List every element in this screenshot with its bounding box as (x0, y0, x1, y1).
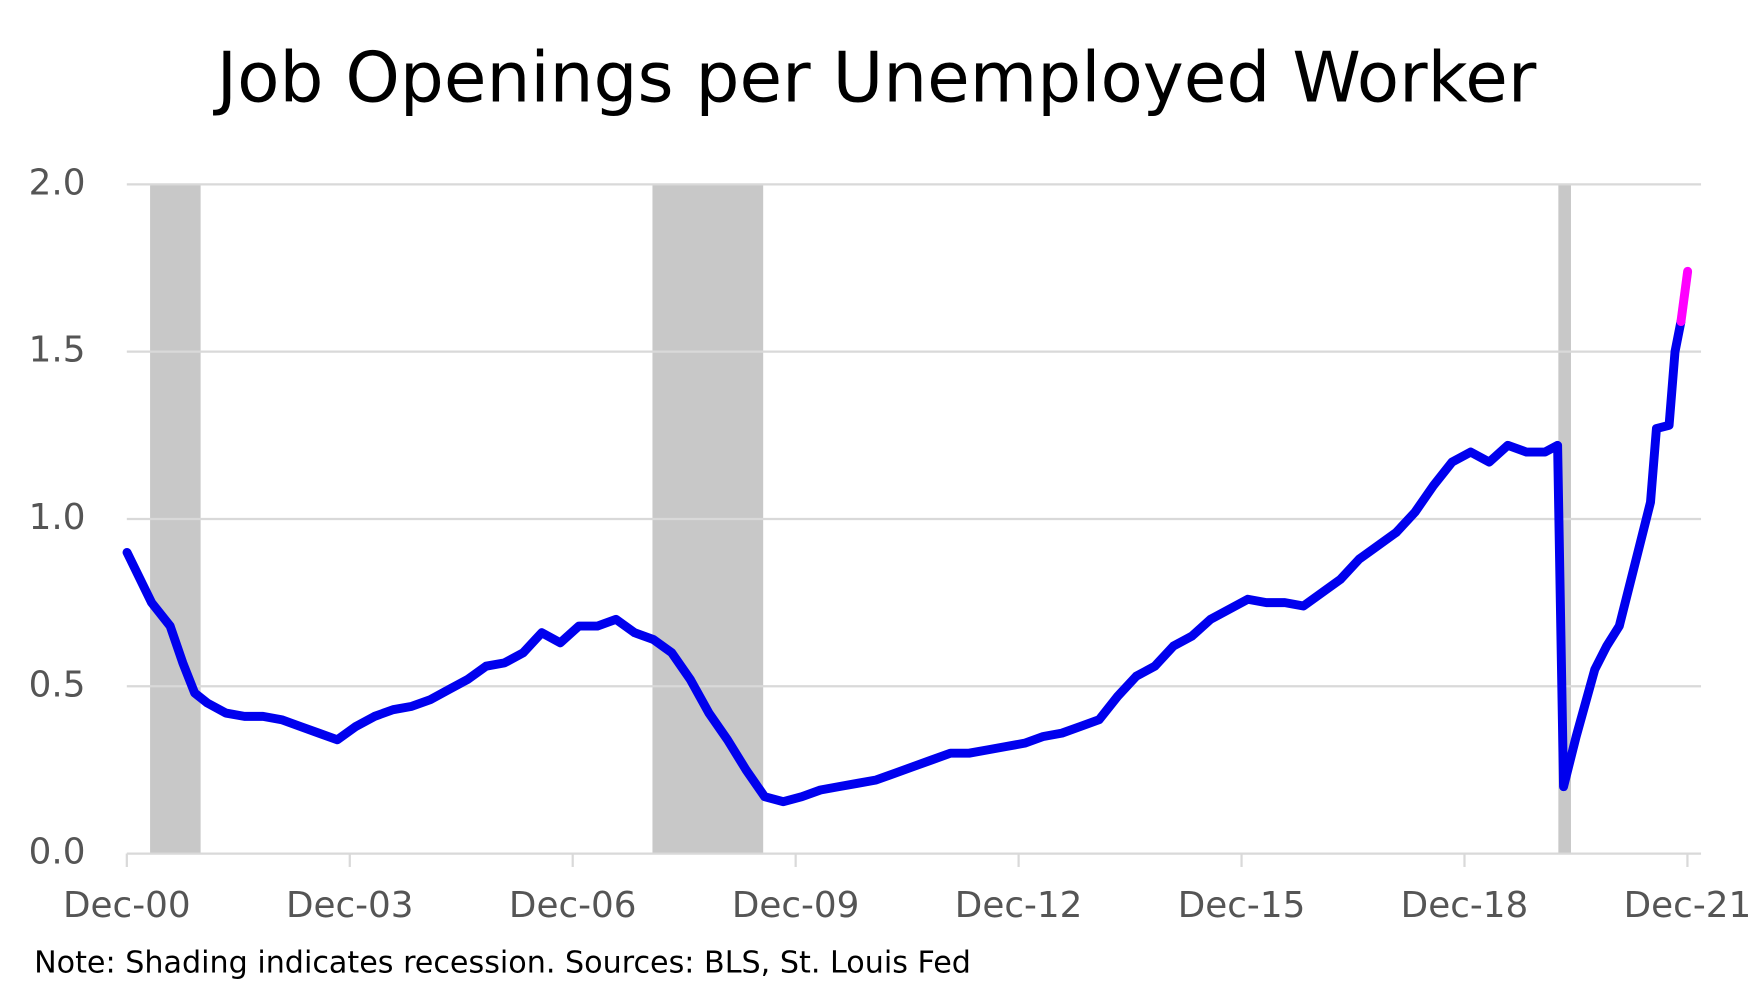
y-tick-label: 2.0 (29, 162, 86, 203)
series-line (1676, 266, 1693, 327)
note: Note: Shading indicates recession. Sourc… (34, 946, 971, 981)
x-tick-label: Dec-21 (1624, 885, 1752, 926)
x-tick-label: Dec-06 (509, 885, 637, 926)
y-tick-label: 0.5 (29, 664, 86, 705)
chart-title: Job Openings per Unemployed Worker (213, 39, 1537, 119)
x-tick-label: Dec-09 (732, 885, 860, 926)
x-tick-label: Dec-18 (1401, 885, 1529, 926)
y-tick-label: 0.0 (29, 832, 86, 873)
series-line (122, 317, 1686, 807)
x-tick-label: Dec-00 (63, 885, 191, 926)
y-tick-label: 1.5 (29, 330, 86, 371)
x-tick-label: Dec-03 (286, 885, 414, 926)
y-tick-label: 1.0 (29, 497, 86, 538)
x-tick-label: Dec-12 (955, 885, 1083, 926)
x-tick-label: Dec-15 (1178, 885, 1306, 926)
